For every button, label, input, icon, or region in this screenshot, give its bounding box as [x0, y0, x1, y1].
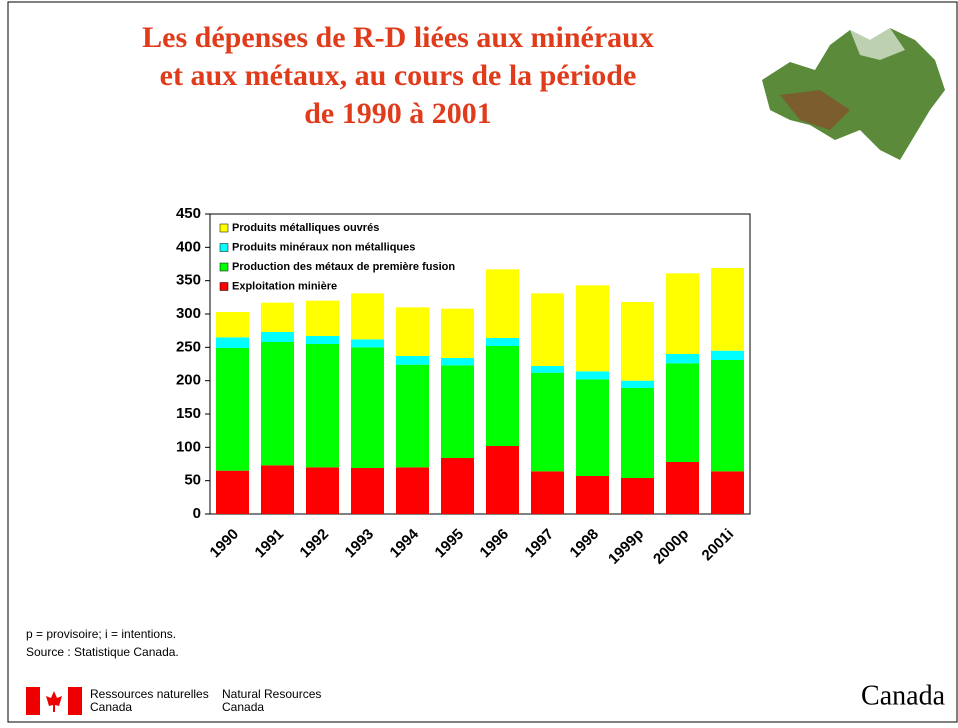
bar-segment: [666, 462, 699, 514]
bar-segment: [711, 471, 744, 514]
legend-swatch: [219, 243, 229, 252]
bar-segment: [396, 364, 429, 468]
legend-swatch: [219, 223, 229, 233]
bar-segment: [306, 300, 339, 336]
bar-segment: [621, 388, 654, 478]
bar-segment: [621, 478, 654, 514]
bar-segment: [486, 346, 519, 446]
note: Source : Statistique Canada.: [26, 645, 179, 659]
bar-segment: [351, 347, 384, 468]
bar-segment: [396, 467, 429, 514]
bar-segment: [711, 350, 744, 360]
bar-segment: [351, 293, 384, 340]
footer-text: Canada: [222, 700, 264, 714]
bar-segment: [711, 360, 744, 472]
footer-text: Natural Resources: [222, 687, 321, 701]
y-tick-label: 450: [176, 205, 201, 222]
bar-segment: [306, 336, 339, 344]
bar-segment: [711, 268, 744, 351]
bar-segment: [261, 332, 294, 342]
title-line: Les dépenses de R-D liées aux minéraux: [142, 21, 654, 54]
legend-swatch: [219, 282, 229, 291]
footer-text: Canada: [90, 700, 132, 714]
bar-segment: [621, 380, 654, 388]
canada-map: [762, 28, 945, 160]
bar-segment: [441, 358, 474, 366]
bar-segment: [351, 468, 384, 514]
title-line: et aux métaux, au cours de la période: [160, 59, 637, 92]
legend-label: Exploitation minière: [232, 280, 337, 292]
bar-segment: [576, 371, 609, 380]
bar-segment: [306, 467, 339, 514]
y-tick-label: 100: [176, 438, 201, 455]
bar-segment: [666, 273, 699, 354]
bar-segment: [531, 372, 564, 472]
bar-segment: [261, 465, 294, 514]
bar-segment: [441, 458, 474, 514]
bar-segment: [351, 339, 384, 348]
note: p = provisoire; i = intentions.: [26, 627, 176, 641]
bar-segment: [441, 365, 474, 458]
bar-segment: [666, 363, 699, 462]
bar-segment: [621, 302, 654, 381]
bar-segment: [486, 269, 519, 338]
title-line: de 1990 à 2001: [304, 97, 492, 130]
y-tick-label: 350: [176, 272, 201, 289]
bar-segment: [216, 337, 249, 348]
bar-segment: [531, 471, 564, 514]
bar-segment: [576, 379, 609, 476]
wordmark: Canada: [861, 680, 946, 711]
bar-segment: [216, 470, 249, 514]
y-tick-label: 150: [176, 405, 201, 422]
legend-label: Produits métalliques ouvrés: [232, 222, 379, 234]
legend-swatch: [219, 262, 229, 272]
bar-segment: [441, 308, 474, 358]
bar-segment: [486, 338, 519, 346]
bar-segment: [396, 356, 429, 365]
flag: [26, 687, 82, 715]
bar-segment: [666, 354, 699, 364]
footer-text: Ressources naturelles: [90, 687, 209, 701]
bar-segment: [216, 312, 249, 338]
bar-segment: [261, 302, 294, 332]
y-tick-label: 200: [176, 372, 201, 389]
y-tick-label: 250: [176, 338, 201, 355]
y-tick-label: 50: [184, 472, 201, 489]
bar-segment: [261, 342, 294, 466]
bar-segment: [531, 293, 564, 366]
y-tick-label: 300: [176, 305, 201, 322]
bar-segment: [216, 348, 249, 471]
bar-segment: [531, 366, 564, 373]
y-tick-label: 0: [193, 505, 201, 522]
bar-segment: [396, 307, 429, 356]
bar-segment: [576, 476, 609, 514]
legend-label: Production des métaux de première fusion: [232, 261, 455, 273]
y-tick-label: 400: [176, 238, 201, 255]
bar-segment: [306, 344, 339, 468]
legend-label: Produits minéraux non métalliques: [232, 241, 415, 253]
bar-segment: [576, 285, 609, 372]
plot-area: [209, 213, 751, 515]
bar-segment: [486, 446, 519, 514]
